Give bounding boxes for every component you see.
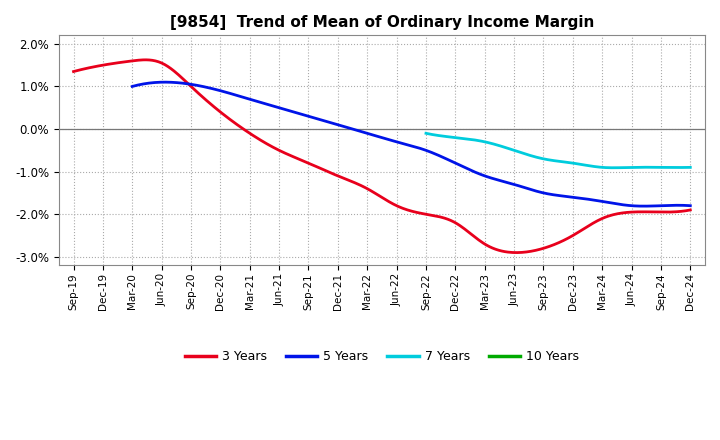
3 Years — [511, 250, 520, 255]
3 Years — [518, 250, 526, 255]
5 Years — [480, 173, 489, 179]
7 Years — [686, 165, 695, 170]
7 Years — [454, 135, 462, 140]
Title: [9854]  Trend of Mean of Ordinary Income Margin: [9854] Trend of Mean of Ordinary Income … — [170, 15, 594, 30]
3 Years — [686, 207, 695, 213]
5 Years — [160, 80, 168, 85]
7 Years — [588, 164, 597, 169]
3 Years — [69, 69, 78, 74]
5 Years — [197, 84, 205, 89]
5 Years — [351, 127, 359, 132]
5 Years — [128, 84, 137, 89]
5 Years — [532, 188, 541, 194]
7 Years — [613, 165, 622, 170]
Line: 3 Years: 3 Years — [73, 60, 690, 253]
7 Years — [526, 153, 535, 158]
3 Years — [315, 165, 323, 170]
3 Years — [271, 146, 280, 151]
3 Years — [142, 57, 150, 62]
3 Years — [521, 249, 529, 255]
Line: 5 Years: 5 Years — [132, 82, 690, 206]
7 Years — [609, 165, 618, 170]
7 Years — [508, 147, 516, 152]
5 Years — [640, 203, 649, 209]
3 Years — [145, 57, 153, 62]
7 Years — [614, 165, 623, 170]
5 Years — [311, 116, 320, 121]
3 Years — [459, 225, 467, 231]
Legend: 3 Years, 5 Years, 7 Years, 10 Years: 3 Years, 5 Years, 7 Years, 10 Years — [180, 345, 584, 368]
5 Years — [686, 203, 695, 209]
5 Years — [535, 189, 544, 194]
Line: 7 Years: 7 Years — [426, 133, 690, 168]
7 Years — [422, 131, 431, 136]
